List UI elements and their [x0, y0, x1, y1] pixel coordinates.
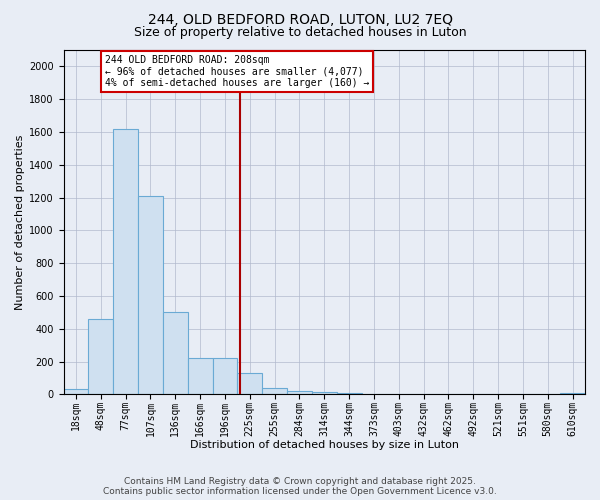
Text: Contains HM Land Registry data © Crown copyright and database right 2025.
Contai: Contains HM Land Registry data © Crown c…	[103, 476, 497, 496]
Bar	[163, 312, 188, 394]
Bar	[262, 388, 287, 394]
Bar	[287, 391, 312, 394]
Bar	[212, 358, 238, 394]
Bar	[337, 392, 362, 394]
Bar	[560, 392, 585, 394]
Bar	[238, 373, 262, 394]
Text: 244, OLD BEDFORD ROAD, LUTON, LU2 7EQ: 244, OLD BEDFORD ROAD, LUTON, LU2 7EQ	[148, 12, 452, 26]
Y-axis label: Number of detached properties: Number of detached properties	[15, 134, 25, 310]
Text: 244 OLD BEDFORD ROAD: 208sqm
← 96% of detached houses are smaller (4,077)
4% of : 244 OLD BEDFORD ROAD: 208sqm ← 96% of de…	[105, 55, 370, 88]
Text: Size of property relative to detached houses in Luton: Size of property relative to detached ho…	[134, 26, 466, 39]
Bar	[88, 319, 113, 394]
Bar	[312, 392, 337, 394]
X-axis label: Distribution of detached houses by size in Luton: Distribution of detached houses by size …	[190, 440, 459, 450]
Bar	[113, 128, 138, 394]
Bar	[188, 358, 212, 394]
Bar	[138, 196, 163, 394]
Bar	[64, 390, 88, 394]
